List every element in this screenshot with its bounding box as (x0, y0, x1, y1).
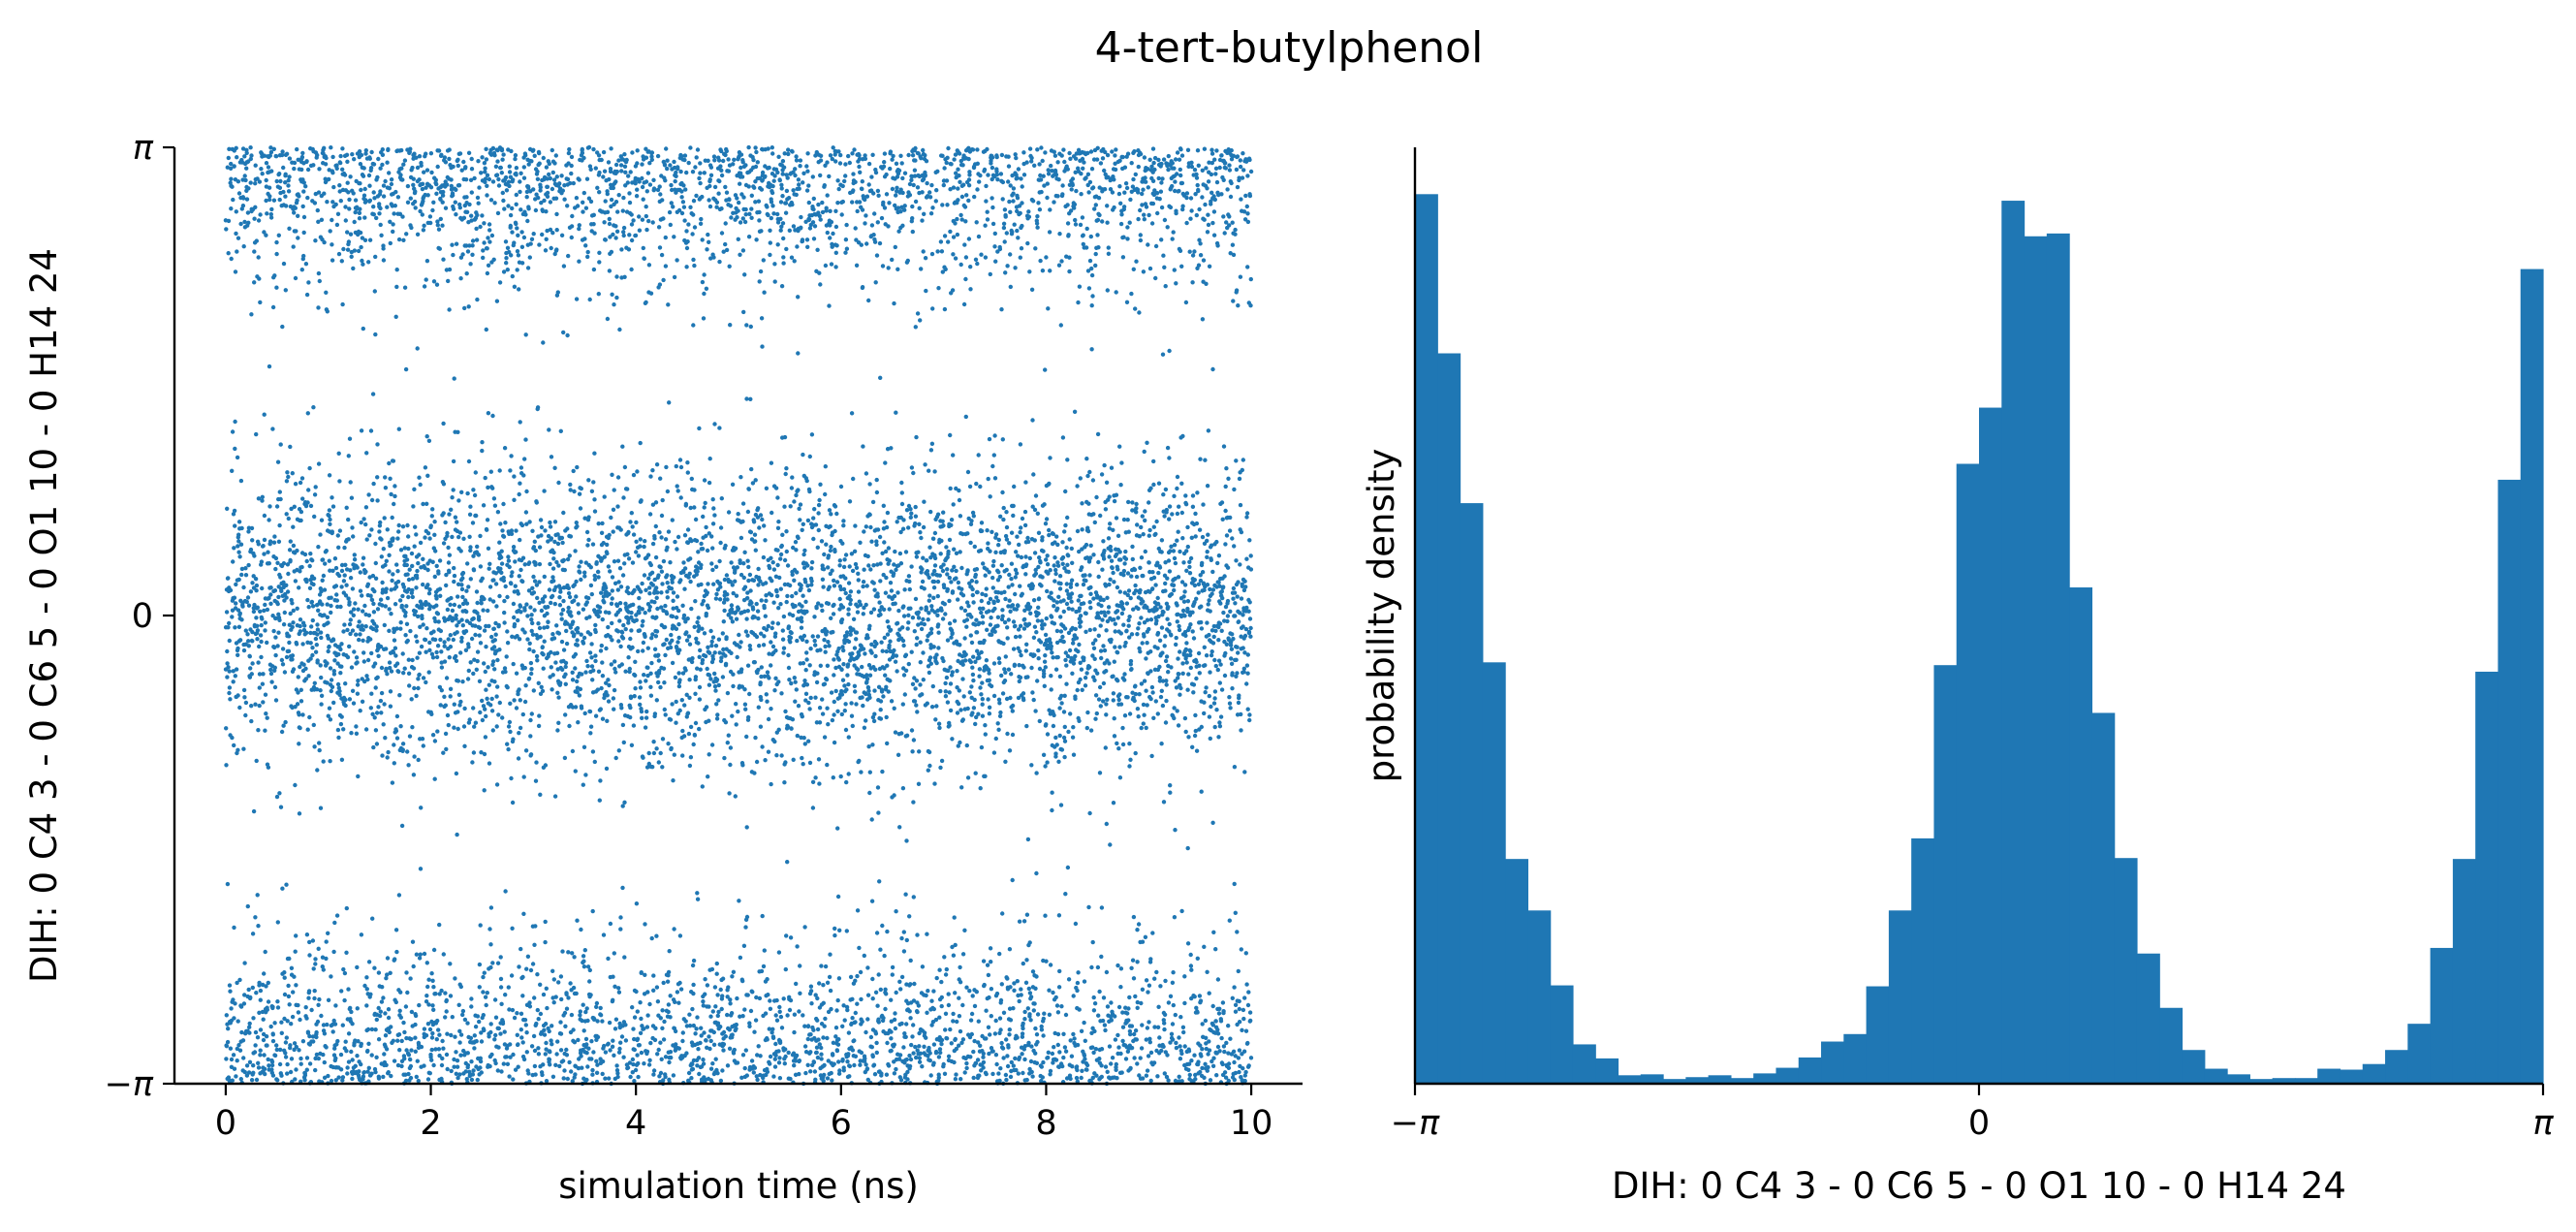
histogram-bar (2452, 859, 2476, 1084)
histogram-panel: −π 0 π DIH: 0 C4 3 - 0 C6 5 - 0 O1 10 - 0 … (1361, 147, 2554, 1207)
histogram-bar (2407, 1024, 2432, 1084)
figure-title: 4-tert-butylphenol (1095, 23, 1484, 73)
histogram-bar (2317, 1068, 2341, 1084)
scatter-y-tick-label: −π (105, 1065, 154, 1104)
histogram-bar (1527, 910, 1552, 1084)
histogram-x-tick-label: −π (1391, 1104, 1440, 1143)
histogram-bar (2430, 947, 2454, 1084)
histogram-bar (1685, 1077, 1710, 1084)
histogram-bar (2136, 953, 2160, 1084)
histogram-bar (1979, 407, 2002, 1085)
histogram-bar (2227, 1074, 2250, 1084)
histogram-bar (2497, 479, 2522, 1084)
histogram-bar (1460, 503, 1484, 1084)
scatter-y-ticks: −π 0 π (105, 129, 174, 1104)
histogram-bar (2385, 1050, 2408, 1084)
histogram-bar (1798, 1057, 1822, 1084)
scatter-x-axis-label: simulation time (ns) (558, 1165, 919, 1207)
scatter-x-ticks: 0 2 4 6 8 10 (215, 1084, 1273, 1143)
histogram-bar (2182, 1050, 2206, 1084)
histogram-bar (2249, 1079, 2274, 1084)
scatter-point-cloud (223, 144, 1254, 1087)
scatter-x-tick-label: 8 (1035, 1104, 1056, 1143)
scatter-panel: 0 2 4 6 8 10 −π 0 π simulation time (ns) DIH: 0… (23, 129, 1303, 1207)
histogram-bars (1415, 194, 2544, 1085)
histogram-bar (2046, 233, 2070, 1084)
scatter-x-tick-label: 0 (215, 1104, 236, 1143)
histogram-bar (2091, 712, 2116, 1084)
scatter-y-tick-label: π (133, 129, 154, 168)
histogram-bar (1572, 1044, 1596, 1084)
histogram-bar (1956, 463, 1980, 1084)
histogram-bar (1618, 1075, 1642, 1084)
histogram-bar (2340, 1069, 2364, 1084)
histogram-x-ticks: −π 0 π (1391, 1084, 2554, 1143)
histogram-bar (2272, 1078, 2296, 1084)
histogram-bar (1437, 353, 1461, 1084)
histogram-bar (1415, 194, 1438, 1085)
histogram-bar (1911, 837, 1935, 1084)
histogram-bar (1775, 1067, 1800, 1084)
histogram-x-tick-label: 0 (1968, 1104, 1990, 1143)
histogram-bar (1866, 986, 1890, 1084)
histogram-bar (2294, 1078, 2318, 1084)
histogram-bar (2204, 1068, 2228, 1084)
histogram-bar (2159, 1007, 2183, 1084)
scatter-x-tick-label: 2 (420, 1104, 441, 1143)
histogram-y-axis-label: probability density (1361, 449, 1402, 783)
histogram-bar (1640, 1074, 1664, 1084)
scatter-points (223, 144, 1254, 1087)
histogram-bar (1550, 985, 1574, 1084)
histogram-bar (2069, 587, 2092, 1084)
histogram-bar (2001, 201, 2026, 1084)
histogram-x-tick-label: π (2532, 1104, 2554, 1143)
histogram-bar (1505, 859, 1528, 1084)
histogram-bar (1708, 1075, 1732, 1084)
histogram-bar (1888, 910, 1912, 1084)
histogram-bar (2475, 671, 2499, 1084)
scatter-x-tick-label: 4 (625, 1104, 646, 1143)
histogram-x-axis-label: DIH: 0 C4 3 - 0 C6 5 - 0 O1 10 - 0 H14 2… (1612, 1165, 2346, 1207)
histogram-bar (2024, 236, 2048, 1084)
histogram-bar (1821, 1041, 1844, 1084)
scatter-y-axis-label: DIH: 0 C4 3 - 0 C6 5 - 0 O1 10 - 0 H14 2… (23, 248, 65, 983)
histogram-bar (2520, 269, 2544, 1085)
histogram-bar (2114, 858, 2138, 1084)
histogram-bar (2362, 1063, 2386, 1084)
histogram-bar (1730, 1078, 1754, 1084)
histogram-bar (1843, 1033, 1868, 1084)
histogram-bar (1663, 1079, 1686, 1084)
histogram-bar (1482, 662, 1506, 1084)
scatter-x-tick-label: 6 (831, 1104, 852, 1143)
scatter-y-tick-label: 0 (132, 597, 153, 636)
histogram-bar (1595, 1058, 1619, 1084)
scatter-x-tick-label: 10 (1230, 1104, 1273, 1143)
histogram-bar (1933, 665, 1958, 1084)
histogram-bar (1753, 1073, 1777, 1084)
